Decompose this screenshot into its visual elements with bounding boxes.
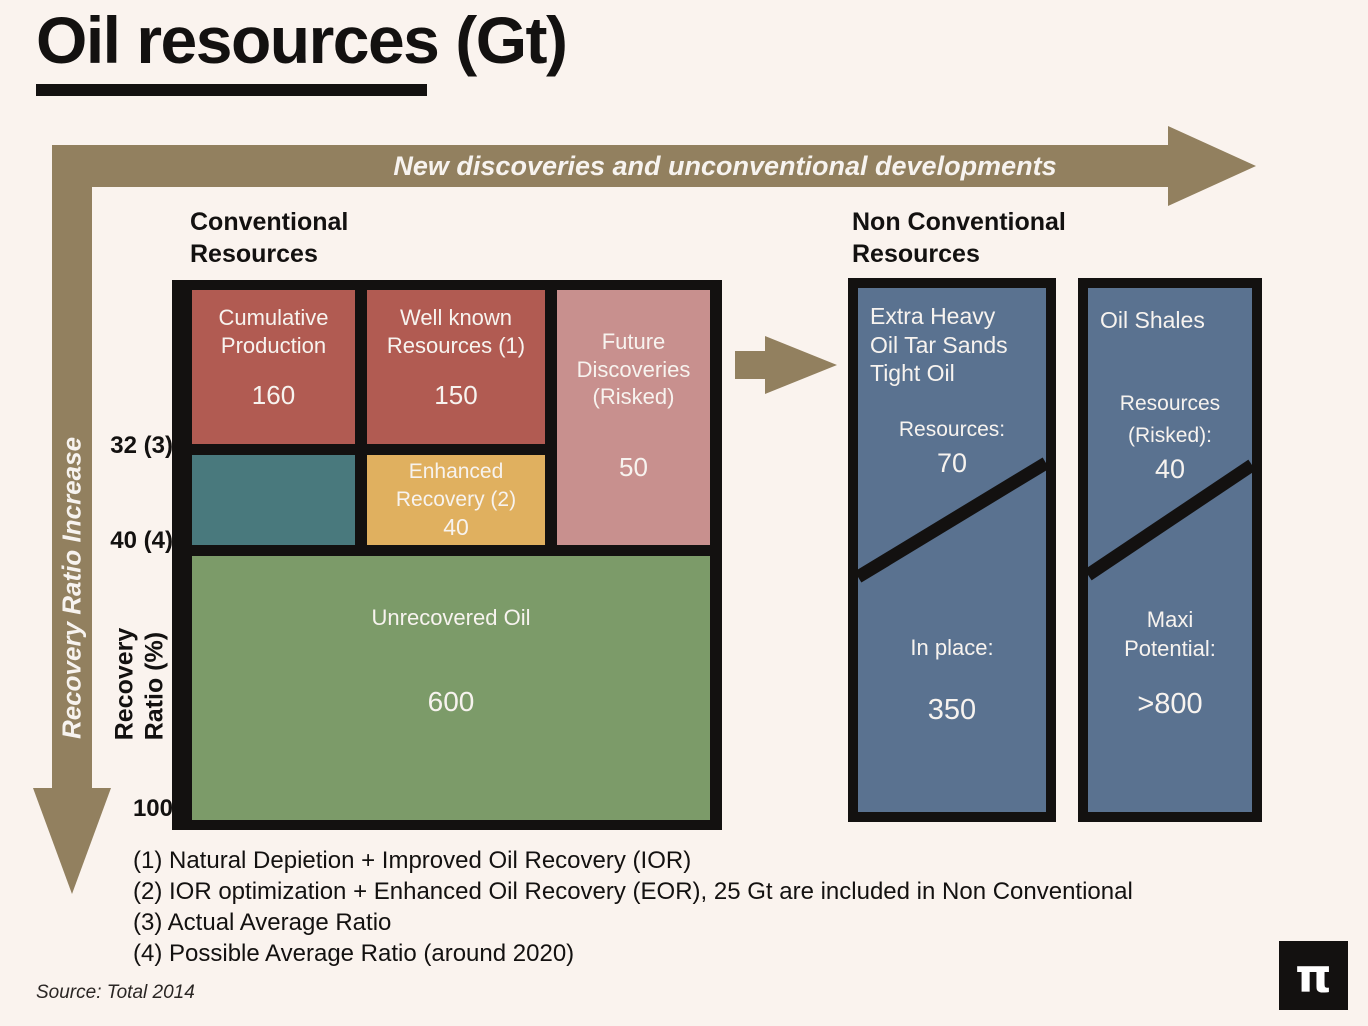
block-label: Well known Resources (1) <box>386 305 526 358</box>
block-cumulative-production: Cumulative Production 160 <box>192 290 355 444</box>
top-arrow-body <box>52 145 1168 187</box>
page-title: Oil resources (Gt) <box>36 3 568 77</box>
title-underline <box>36 84 427 96</box>
axis-tick-32: 32 (3) <box>110 432 173 459</box>
footnote-3: (3) Actual Average Ratio <box>133 909 392 936</box>
block-value: 600 <box>427 686 475 717</box>
block-oil-shales: Oil Shales Resources (Risked): 40 Maxi P… <box>1078 278 1262 822</box>
resources-value: 40 <box>1154 454 1186 484</box>
axis-tick-40: 40 (4) <box>110 527 173 554</box>
non-conventional-heading: Non Conventional Resources <box>852 208 1066 268</box>
footnotes: (1) Natural Depietion + Improved Oil Rec… <box>133 845 1133 969</box>
diagonal-divider-line <box>1088 459 1252 581</box>
in-place-value: 350 <box>927 694 977 726</box>
block-value: 40 <box>443 513 469 540</box>
conventional-resources-box: Cumulative Production 160 Well known Res… <box>172 280 722 830</box>
block-label: Future Discoveries (Risked) <box>576 329 691 409</box>
maxi-potential-label: Maxi Potential: <box>1124 607 1216 661</box>
block-extra-heavy-oil: Extra Heavy Oil Tar Sands Tight Oil Reso… <box>848 278 1056 822</box>
flow-arrow-head-icon <box>765 336 837 394</box>
footnote-4: (4) Possible Average Ratio (around 2020) <box>133 940 575 967</box>
block-value: 150 <box>434 380 478 410</box>
block-title: Oil Shales <box>1100 307 1205 333</box>
resources-risked-label: (Risked): <box>1127 424 1212 447</box>
block-label: Unrecovered Oil <box>371 605 531 630</box>
top-arrow-head-icon <box>1168 126 1256 206</box>
flow-arrow-body <box>735 351 765 379</box>
resources-label: Resources <box>1119 392 1221 415</box>
pi-logo: π <box>1279 941 1348 1010</box>
left-arrow-label: Recovery Ratio Increase <box>56 436 87 740</box>
block-enhanced-recovery: Enhanced Recovery (2) 40 <box>367 455 545 545</box>
resources-value: 70 <box>936 448 968 478</box>
left-arrow-head-icon <box>33 788 111 894</box>
top-arrow-label: New discoveries and unconventional devel… <box>393 151 1057 181</box>
block-future-discoveries: Future Discoveries (Risked) 50 <box>557 290 710 545</box>
conventional-heading: Conventional Resources <box>190 208 349 268</box>
recovery-ratio-axis-label: Recovery Ratio (%) <box>110 627 169 741</box>
resources-label: Resources: <box>898 418 1006 441</box>
left-arrow-body <box>52 145 92 790</box>
block-teal-spacer <box>192 455 355 545</box>
block-title: Extra Heavy Oil Tar Sands Tight Oil <box>870 303 1008 387</box>
footnote-2: (2) IOR optimization + Enhanced Oil Reco… <box>133 878 1133 905</box>
block-value: 50 <box>619 452 648 482</box>
diagonal-divider-line <box>858 457 1046 583</box>
block-label: Enhanced Recovery (2) <box>395 460 517 511</box>
footnote-1: (1) Natural Depietion + Improved Oil Rec… <box>133 847 692 874</box>
source-note: Source: Total 2014 <box>36 982 195 1003</box>
block-unrecovered-oil: Unrecovered Oil 600 <box>192 556 710 820</box>
maxi-potential-value: >800 <box>1137 688 1203 720</box>
diagonal-divider <box>1088 459 1252 581</box>
axis-tick-100: 100 <box>132 795 173 822</box>
block-value: 160 <box>251 380 296 410</box>
in-place-label: In place: <box>910 635 994 660</box>
block-label: Cumulative Production <box>218 305 329 358</box>
diagonal-divider <box>858 457 1046 583</box>
pi-glyph: π <box>1295 948 1332 1003</box>
block-well-known-resources: Well known Resources (1) 150 <box>367 290 545 444</box>
